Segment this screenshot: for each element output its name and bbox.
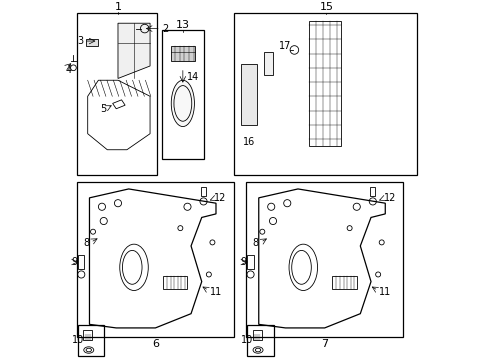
Text: 7: 7 (321, 339, 327, 349)
Text: 16: 16 (243, 137, 255, 147)
Text: 12: 12 (383, 193, 395, 203)
Text: 17: 17 (279, 41, 291, 51)
Text: 11: 11 (378, 287, 390, 297)
Text: 1: 1 (114, 2, 121, 12)
Ellipse shape (171, 80, 194, 127)
Polygon shape (241, 64, 257, 125)
Text: 12: 12 (214, 193, 226, 203)
Text: 2: 2 (162, 23, 168, 33)
Text: 10: 10 (72, 336, 84, 345)
Text: 9: 9 (240, 257, 246, 267)
FancyBboxPatch shape (264, 52, 272, 75)
Text: 8: 8 (252, 238, 258, 248)
Text: 14: 14 (186, 72, 199, 82)
Polygon shape (171, 46, 194, 60)
Text: 8: 8 (83, 238, 89, 248)
Text: 9: 9 (71, 257, 77, 267)
Text: 6: 6 (152, 339, 159, 349)
FancyBboxPatch shape (86, 39, 98, 46)
Text: 13: 13 (176, 20, 189, 30)
Text: 5: 5 (100, 104, 106, 114)
Text: 4: 4 (65, 64, 72, 75)
Text: 3: 3 (77, 36, 83, 46)
Polygon shape (118, 23, 150, 78)
Text: 15: 15 (319, 2, 333, 12)
Text: 10: 10 (241, 336, 253, 345)
Text: 11: 11 (209, 287, 222, 297)
